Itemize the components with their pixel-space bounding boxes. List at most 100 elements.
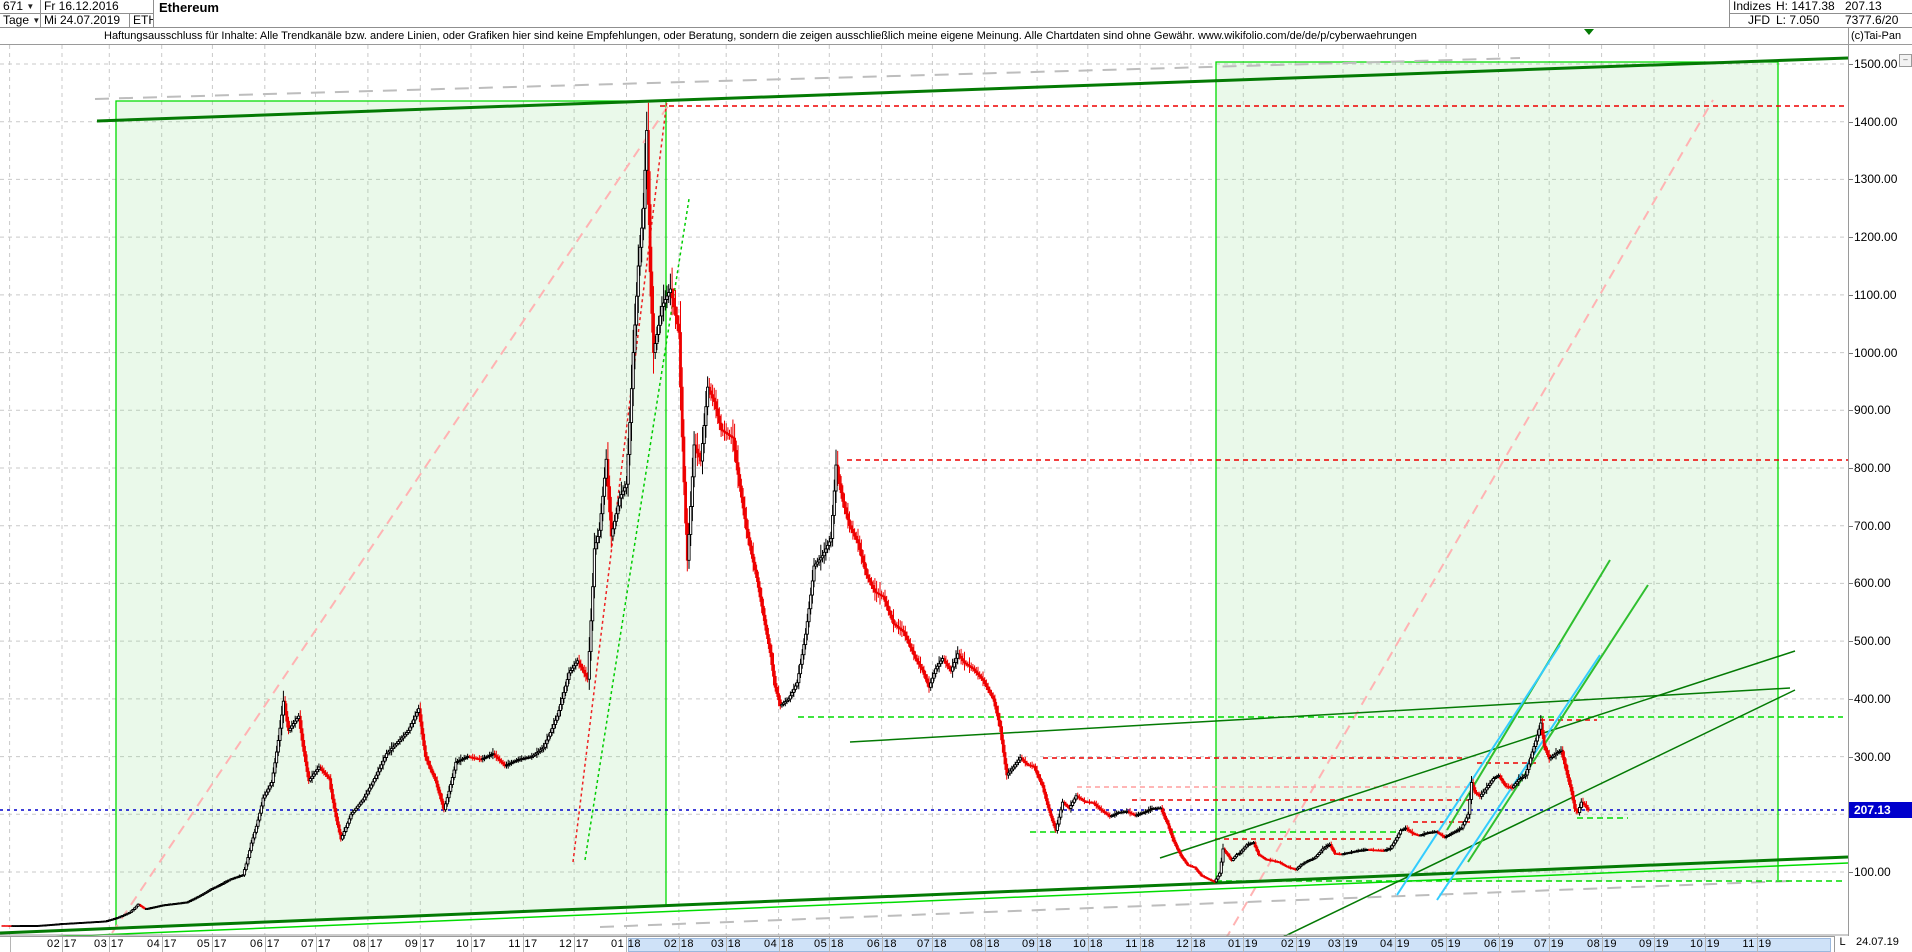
cyan-channel-1 xyxy=(1396,644,1561,896)
month-tick xyxy=(1705,937,1706,952)
month-tick xyxy=(212,937,213,952)
price-axis-label: 600.00 xyxy=(1854,576,1891,591)
month-tick xyxy=(1549,937,1550,952)
up-candle-bodies xyxy=(11,129,1583,928)
price-axis-tick xyxy=(1849,525,1853,527)
month-tick xyxy=(1395,937,1396,952)
month-label: 07 19 xyxy=(1533,938,1565,950)
price-axis: 1500.00 1400.00 1300.00 1200.00 1100.00 1000.… xyxy=(1848,45,1912,936)
price-axis-label: 300.00 xyxy=(1854,749,1891,764)
period-dropdown[interactable]: Tage ▼ xyxy=(0,14,41,28)
price-axis-label: 700.00 xyxy=(1854,518,1891,533)
month-label: 11 19 xyxy=(1742,938,1772,950)
high-value: H: 1417.38 xyxy=(1773,0,1843,14)
price-axis-tick xyxy=(1849,410,1853,412)
month-label: 10 19 xyxy=(1689,938,1721,950)
month-tick xyxy=(316,937,317,952)
month-tick xyxy=(1654,937,1655,952)
month-label: 03 17 xyxy=(93,938,125,950)
month-label: 06 18 xyxy=(866,938,898,950)
month-tick xyxy=(62,937,63,952)
month-label: 09 18 xyxy=(1021,938,1053,950)
month-tick xyxy=(1140,937,1141,952)
month-tick xyxy=(368,937,369,952)
month-label: 04 17 xyxy=(146,938,178,950)
price-axis-tick xyxy=(1849,698,1853,700)
price-axis-tick xyxy=(1849,467,1853,469)
month-label: 07 17 xyxy=(300,938,332,950)
price-axis-label: 1200.00 xyxy=(1854,230,1898,245)
end-date-cell[interactable]: Mi 24.07.2019 xyxy=(41,14,130,28)
month-tick xyxy=(1602,937,1603,952)
month-label: 05 19 xyxy=(1430,938,1462,950)
month-tick xyxy=(265,937,266,952)
trend-zone-2019 xyxy=(1216,62,1778,884)
symbol-cell: ETH xyxy=(130,14,154,28)
month-tick xyxy=(420,937,421,952)
minimize-icon[interactable]: – xyxy=(1899,54,1912,67)
uptrend-2019-lower xyxy=(1255,689,1796,951)
month-tick xyxy=(779,937,780,952)
month-tick xyxy=(1757,937,1758,952)
mid-channel xyxy=(849,687,1791,743)
gridlines xyxy=(0,45,1848,935)
month-label: 02 19 xyxy=(1280,938,1312,950)
month-label: 12 17 xyxy=(558,938,590,950)
chevron-down-icon: ▼ xyxy=(26,2,35,11)
month-tick xyxy=(10,937,11,952)
month-label: 11 18 xyxy=(1125,938,1155,950)
month-tick xyxy=(1499,937,1500,952)
month-label: 02 18 xyxy=(663,938,695,950)
month-label: 06 17 xyxy=(249,938,281,950)
gray-diagonal-top xyxy=(94,57,1521,100)
price-axis-label: 400.00 xyxy=(1854,691,1891,706)
month-label: 05 17 xyxy=(196,938,228,950)
price-axis-label: 1000.00 xyxy=(1854,345,1898,360)
month-tick xyxy=(1343,937,1344,952)
trend-zone-2017-border xyxy=(115,100,667,929)
month-tick xyxy=(679,937,680,952)
price-axis-label: 500.00 xyxy=(1854,634,1891,649)
month-label: 12 18 xyxy=(1175,938,1207,950)
month-tick xyxy=(574,937,575,952)
long-support-dark xyxy=(0,855,1848,935)
pink-diagonal-2017 xyxy=(111,99,673,934)
price-axis-label: 100.00 xyxy=(1854,864,1891,879)
month-label: 07 18 xyxy=(916,938,948,950)
price-axis-label: 900.00 xyxy=(1854,403,1891,418)
month-label: 04 18 xyxy=(763,938,795,950)
month-label: 11 17 xyxy=(508,938,538,950)
month-tick xyxy=(985,937,986,952)
month-label: 10 18 xyxy=(1072,938,1104,950)
time-axis: 02 17 03 17 04 17 05 17 06 17 07 17 08 17 09 17… xyxy=(0,936,1848,952)
trend-zone-2017 xyxy=(116,101,666,929)
bars-count-dropdown[interactable]: 671 ▼ xyxy=(0,0,41,14)
copyright-label: (c)Tai-Pan xyxy=(1848,28,1912,45)
header-extra-value: 7377.6/20 xyxy=(1842,14,1912,28)
price-axis-label: 1400.00 xyxy=(1854,114,1898,129)
period-value: Tage xyxy=(3,14,30,27)
price-axis-tick xyxy=(1849,641,1853,643)
month-tick xyxy=(1243,937,1244,952)
price-axis-label: 1100.00 xyxy=(1854,287,1897,302)
plot-frame xyxy=(0,44,1848,936)
price-axis-label: 800.00 xyxy=(1854,460,1891,475)
month-tick xyxy=(162,937,163,952)
month-tick xyxy=(109,937,110,952)
last-date-label: 24.07.19 xyxy=(1850,936,1912,952)
month-tick xyxy=(626,937,627,952)
start-date-cell[interactable]: Fr 16.12.2016 xyxy=(41,0,154,14)
price-axis-tick xyxy=(1849,871,1853,873)
price-axis-tick xyxy=(1849,583,1853,585)
price-chart-canvas[interactable] xyxy=(0,0,1848,952)
price-axis-tick xyxy=(1849,179,1853,181)
month-label: 01 18 xyxy=(610,938,642,950)
month-label: 06 19 xyxy=(1483,938,1515,950)
group-label: Indizes xyxy=(1730,0,1774,14)
price-axis-tick xyxy=(1849,121,1853,123)
month-label: 10 17 xyxy=(455,938,487,950)
month-tick xyxy=(726,937,727,952)
month-label: 01 19 xyxy=(1227,938,1259,950)
steep-green-2 xyxy=(1467,584,1649,863)
